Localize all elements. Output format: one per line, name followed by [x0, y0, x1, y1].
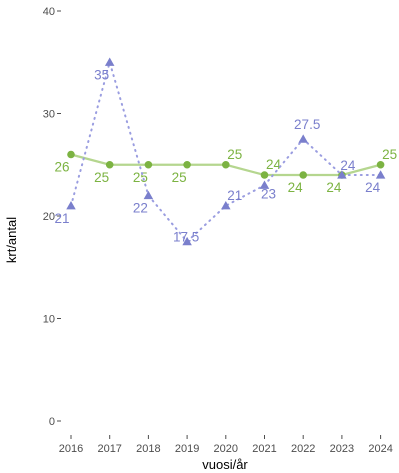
x-tick-label: 2018 [136, 443, 160, 455]
x-tick-label: 2024 [368, 443, 392, 455]
x-tick-label: 2022 [291, 443, 315, 455]
data-label: 25 [133, 170, 148, 185]
y-tick-label: 30 [43, 109, 55, 121]
x-axis-title: vuosi/år [202, 457, 248, 472]
data-point [183, 160, 191, 169]
x-tick-label: 2021 [252, 443, 276, 455]
data-point [143, 190, 154, 200]
data-point [376, 160, 385, 169]
data-label: 24 [326, 180, 342, 195]
data-label: 24 [365, 180, 381, 195]
data-label: 26 [54, 160, 69, 175]
data-label: 17.5 [173, 230, 199, 245]
data-label: 35 [94, 67, 109, 82]
data-point [260, 171, 269, 179]
data-label: 24 [288, 180, 304, 195]
data-label: 24 [340, 158, 356, 173]
data-point [299, 171, 308, 179]
data-point [66, 200, 76, 210]
data-label: 27.5 [294, 117, 320, 132]
data-point [104, 57, 115, 66]
data-point [182, 236, 192, 246]
x-tick-label: 2016 [59, 443, 83, 455]
y-tick-label: 10 [43, 314, 55, 326]
x-tick-label: 2020 [214, 443, 238, 455]
data-point [144, 160, 153, 169]
data-point [375, 170, 386, 179]
x-axis: 2016 2017 2018 2019 2020 2021 2022 2023 2024 [59, 435, 393, 455]
x-tick-label: 2023 [330, 443, 354, 455]
x-tick-label: 2017 [97, 443, 121, 455]
data-label: 21 [227, 188, 242, 203]
data-label: 23 [261, 186, 276, 201]
data-point [105, 160, 114, 169]
data-label: 21 [54, 211, 69, 226]
data-label: 25 [172, 170, 187, 185]
y-axis-title: krt/antal [4, 217, 19, 263]
data-point [337, 170, 347, 179]
series-line [70, 58, 382, 244]
x-tick-label: 2019 [175, 443, 199, 455]
data-label: 22 [133, 201, 148, 216]
data-label: 25 [227, 147, 242, 162]
data-point [67, 150, 75, 159]
data-label: 25 [94, 170, 109, 185]
y-axis: 0 10 20 30 40 [43, 6, 61, 428]
data-label: 25 [382, 147, 397, 162]
data-label: 24 [266, 157, 282, 172]
data-point [259, 180, 270, 189]
plot-area: 26 25 25 25 25 24 24 24 25 21 35 22 17.5 21 23 27.5 24 24 [54, 57, 397, 246]
y-tick-label: 20 [43, 211, 55, 223]
y-tick-label: 0 [49, 416, 55, 428]
data-point [222, 160, 230, 169]
y-tick-label: 40 [43, 6, 55, 18]
data-point [221, 200, 231, 210]
data-point [298, 134, 308, 143]
